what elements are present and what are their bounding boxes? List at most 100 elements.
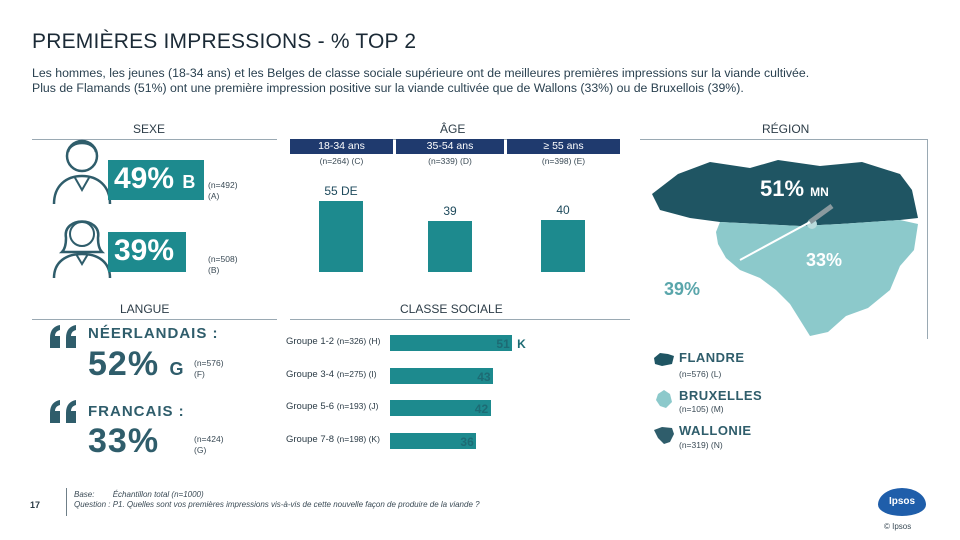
footer-question-text: P1. Quelles sont vos premières impressio…	[112, 500, 480, 509]
classe-divider	[290, 319, 630, 320]
region-bruxelles-value: 39%	[664, 279, 701, 299]
langue-fr-name: FRANCAIS :	[88, 403, 185, 420]
copyright: © Ipsos	[884, 522, 912, 531]
quote-icon-fr	[50, 400, 76, 423]
legend-wallonie-n: (n=319) (N)	[679, 440, 723, 450]
ipsos-logo-text: Ipsos	[888, 496, 916, 507]
legend-flandre-n: (n=576) (L)	[679, 369, 722, 379]
langue-nl-n: (n=576) (F)	[194, 358, 224, 380]
sexe-value-a: 49%	[114, 162, 175, 195]
classe-row-label-2: Groupe 3-4 (n=275) (I)	[286, 369, 377, 380]
classe-value-1-2-num: 51	[496, 337, 510, 351]
sexe-n-a: (n=492) (A)	[208, 180, 238, 202]
age-value-18-34: 55 DE	[324, 183, 358, 198]
intro-text: Les hommes, les jeunes (18-34 ans) et le…	[32, 66, 932, 96]
footer-base: Base: Échantillon total (n=1000)	[74, 490, 204, 499]
age-head-2: 35-54 ans	[396, 139, 504, 154]
age-head-3: ≥ 55 ans	[507, 139, 620, 154]
intro-line-1: Les hommes, les jeunes (18-34 ans) et le…	[32, 66, 810, 80]
sexe-n-b: (n=508) (B)	[208, 254, 238, 276]
sexe-divider	[32, 139, 277, 140]
legend-wallonie-name: WALLONIE	[679, 423, 752, 438]
sexe-n-b-code: (B)	[208, 265, 220, 275]
age-label: ÂGE	[440, 122, 466, 136]
age-n-1: (n=264) (C)	[319, 156, 364, 166]
bruxelles-icon	[656, 390, 672, 408]
classe-name-1: Groupe 1-2	[286, 336, 335, 347]
ipsos-logo: Ipsos	[878, 488, 926, 516]
footer-base-text: Échantillon total (n=1000)	[112, 490, 204, 499]
langue-label: LANGUE	[120, 302, 170, 316]
footer-base-label: Base:	[74, 490, 95, 499]
classe-value-3-4: 43	[477, 370, 491, 384]
region-flandre-sig: MN	[810, 185, 829, 199]
page-title: PREMIÈRES IMPRESSIONS - % TOP 2	[32, 30, 417, 53]
sexe-label: SEXE	[133, 122, 166, 136]
region-divider	[640, 139, 928, 140]
age-bar-18-34	[319, 200, 363, 272]
sexe-pct-a: 49% B	[114, 162, 195, 196]
classe-bar-3-4	[390, 368, 494, 384]
langue-fr-n-code: (G)	[194, 445, 207, 455]
langue-divider	[32, 319, 277, 320]
classe-row-label-3: Groupe 5-6 (n=193) (J)	[286, 401, 379, 412]
sexe-bar-b	[108, 232, 186, 272]
sexe-sig-a: B	[182, 172, 196, 192]
langue-nl-pct: 52%	[88, 345, 160, 383]
classe-row-label-4: Groupe 7-8 (n=198) (K)	[286, 434, 380, 445]
classe-label: CLASSE SOCIALE	[400, 302, 503, 316]
classe-n-3: (n=193) (J)	[336, 401, 379, 411]
classe-bar-7-8	[390, 433, 477, 449]
classe-name-2: Groupe 3-4	[286, 369, 335, 380]
sexe-pct-b: 39%	[114, 234, 175, 267]
sexe-n-a-code: (A)	[208, 191, 220, 201]
classe-value-7-8: 36	[460, 435, 474, 449]
age-head-1: 18-34 ans	[290, 139, 393, 154]
sexe-bar-a	[108, 160, 204, 200]
classe-value-1-2: 51 K	[496, 337, 525, 351]
langue-nl-value: 52% G	[88, 345, 185, 384]
footer-question-label: Question :	[74, 500, 111, 509]
footer-question: Question : P1. Quelles sont vos première…	[74, 500, 480, 509]
region-wallonie-value: 33%	[806, 250, 843, 270]
classe-n-1: (n=326) (H)	[336, 336, 381, 346]
legend-bruxelles-name: BRUXELLES	[679, 388, 763, 403]
classe-bar-1-2	[390, 335, 513, 351]
classe-name-4: Groupe 7-8	[286, 434, 335, 445]
age-value-55-plus: 40	[556, 203, 570, 217]
legend-flandre-name: FLANDRE	[679, 350, 745, 365]
age-n-3: (n=398) (E)	[541, 156, 586, 166]
classe-n-2: (n=275) (I)	[336, 369, 377, 379]
classe-n-4: (n=198) (K)	[336, 434, 380, 444]
sexe-n-b-count: (n=508)	[208, 254, 238, 264]
classe-name-3: Groupe 5-6	[286, 401, 335, 412]
langue-nl-sig: G	[169, 359, 185, 379]
flandre-icon	[654, 353, 674, 366]
sexe-n-a-count: (n=492)	[208, 180, 238, 190]
page-number: 17	[30, 500, 41, 510]
intro-line-2: Plus de Flamands (51%) ont une première …	[32, 81, 744, 95]
langue-fr-pct: 33%	[88, 422, 160, 460]
region-vdivider	[927, 139, 928, 339]
footer-divider	[66, 488, 67, 516]
woman-icon	[52, 220, 112, 279]
region-label: RÉGION	[762, 122, 810, 136]
man-icon	[52, 139, 112, 205]
langue-nl-n-code: (F)	[194, 369, 205, 379]
langue-fr-n-count: (n=424)	[194, 434, 224, 444]
legend-bruxelles-n: (n=105) (M)	[679, 404, 724, 414]
belgium-map	[652, 160, 918, 336]
wallonie-icon	[654, 427, 674, 444]
region-flandre-pct: 51%	[760, 176, 805, 201]
langue-nl-name: NÉERLANDAIS :	[88, 325, 219, 342]
classe-value-5-6: 42	[474, 402, 489, 416]
map-flandre	[652, 160, 918, 226]
classe-value-1-2-sig: K	[517, 337, 526, 351]
region-flandre-value: 51% MN	[760, 176, 829, 202]
age-n-2: (n=339) (D)	[428, 156, 472, 166]
age-value-35-54: 39	[443, 204, 457, 219]
langue-nl-n-count: (n=576)	[194, 358, 224, 368]
age-bar-35-54	[428, 221, 472, 272]
langue-fr-n: (n=424) (G)	[194, 434, 224, 456]
age-bar-55-plus	[541, 220, 585, 272]
